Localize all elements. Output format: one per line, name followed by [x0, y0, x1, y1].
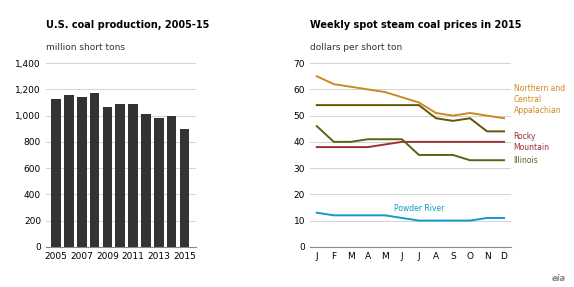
Text: Illinois: Illinois — [514, 156, 538, 165]
Bar — [154, 118, 164, 247]
Bar — [128, 104, 138, 247]
Text: Powder River: Powder River — [394, 204, 444, 213]
Bar — [115, 104, 125, 247]
Bar — [77, 97, 87, 247]
Text: million short tons: million short tons — [46, 43, 125, 52]
Bar — [51, 98, 61, 247]
Bar — [166, 116, 176, 247]
Bar — [103, 107, 113, 247]
Text: eia: eia — [551, 274, 565, 283]
Text: U.S. coal production, 2005-15: U.S. coal production, 2005-15 — [46, 20, 210, 30]
Text: Northern and
Central
Appalachian: Northern and Central Appalachian — [514, 84, 565, 115]
Text: Weekly spot steam coal prices in 2015: Weekly spot steam coal prices in 2015 — [310, 20, 521, 30]
Text: Rocky
Mountain: Rocky Mountain — [514, 132, 550, 152]
Bar — [64, 95, 74, 247]
Bar — [180, 129, 189, 247]
Bar — [141, 114, 151, 247]
Bar — [90, 93, 99, 247]
Text: dollars per short ton: dollars per short ton — [310, 43, 402, 52]
